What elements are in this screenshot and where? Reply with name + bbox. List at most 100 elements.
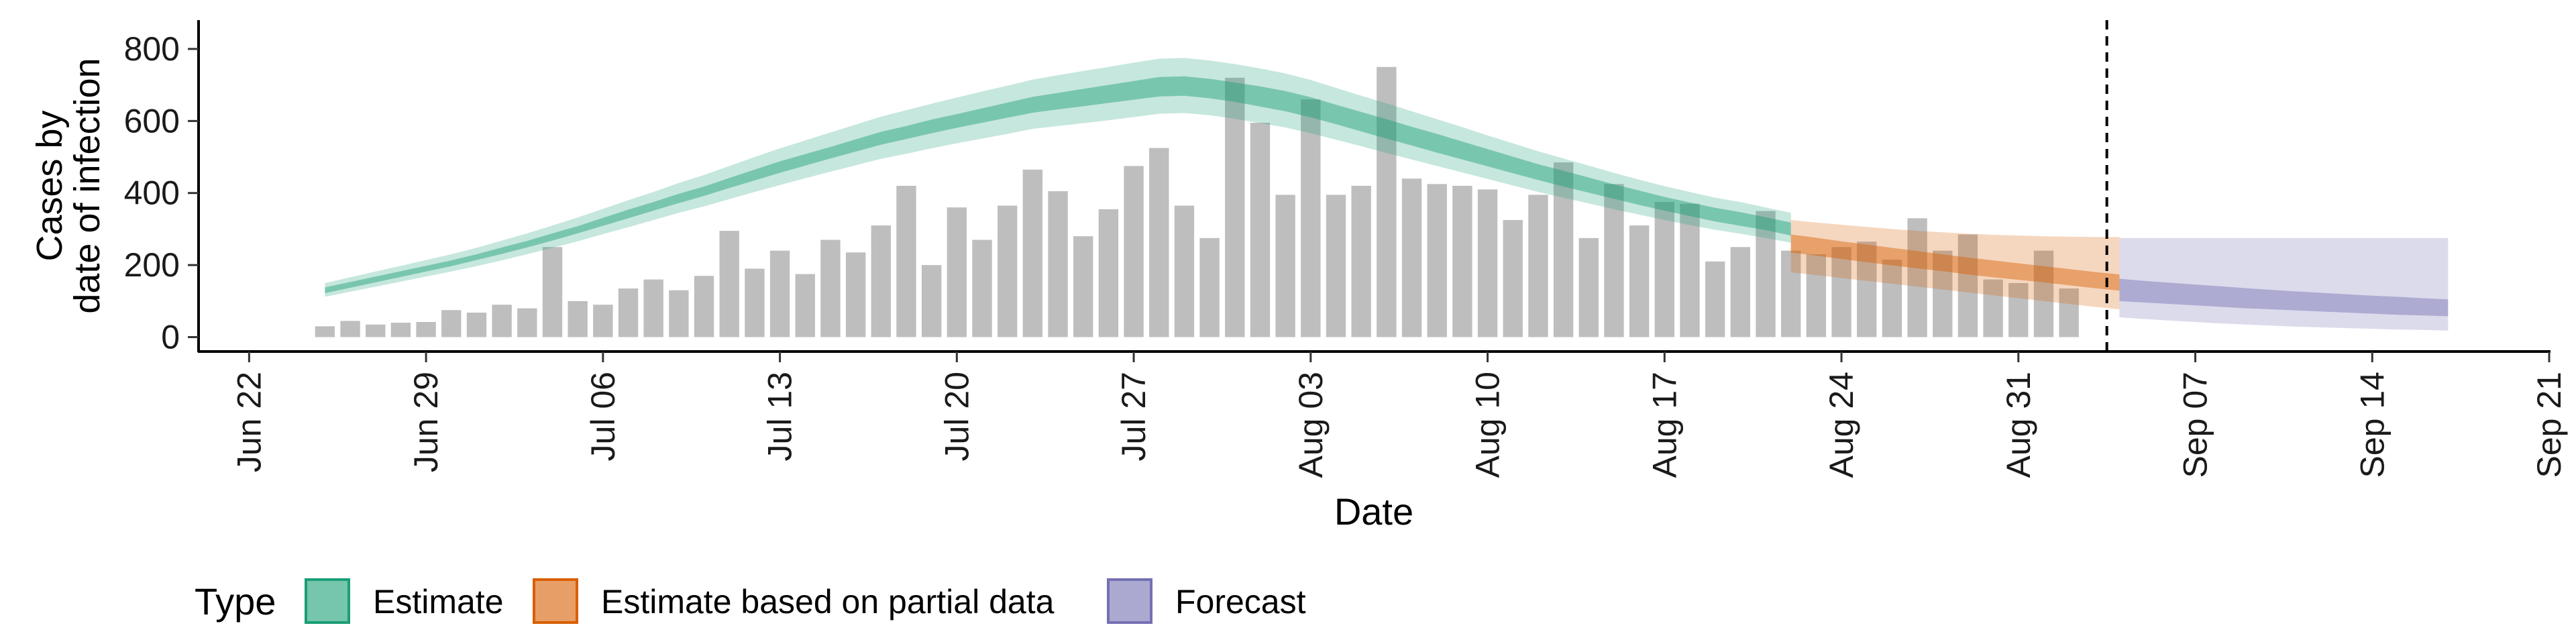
bar bbox=[492, 305, 512, 337]
x-tick-label: Sep 21 bbox=[2530, 372, 2568, 478]
bar bbox=[2059, 288, 2079, 337]
bar bbox=[1326, 195, 1346, 337]
bar bbox=[1048, 191, 1068, 337]
y-tick-label: 0 bbox=[161, 319, 180, 356]
bar bbox=[669, 290, 689, 337]
bar bbox=[1427, 184, 1447, 337]
legend: Type Estimate Estimate based on partial d… bbox=[195, 578, 1306, 624]
legend-label: Estimate bbox=[373, 583, 504, 621]
bar bbox=[1149, 148, 1169, 337]
bar bbox=[1578, 237, 1599, 337]
x-axis-title: Date bbox=[1334, 490, 1413, 533]
bar bbox=[1124, 166, 1144, 337]
bar bbox=[315, 326, 335, 337]
bar bbox=[390, 323, 411, 337]
x-tick-label: Jul 13 bbox=[761, 372, 799, 461]
bar bbox=[1730, 247, 1751, 337]
bar bbox=[745, 268, 765, 337]
partial-estimate-outer-band bbox=[1790, 220, 2120, 310]
bar bbox=[1351, 186, 1371, 337]
bar bbox=[719, 231, 739, 337]
partial-estimate-inner-band bbox=[1790, 234, 2120, 291]
x-tick-label: Aug 17 bbox=[1646, 372, 1683, 478]
bar bbox=[643, 279, 663, 337]
bar bbox=[1022, 169, 1043, 337]
bar bbox=[769, 250, 790, 337]
y-axis-title-line-2: date of infection bbox=[67, 58, 107, 313]
x-tick-label: Jun 22 bbox=[230, 372, 268, 472]
bands-layer bbox=[325, 58, 2449, 331]
bar bbox=[921, 265, 942, 337]
estimate-outer-band bbox=[325, 58, 1791, 297]
bar bbox=[1756, 211, 1776, 337]
y-tick-label: 200 bbox=[124, 246, 180, 284]
bar bbox=[416, 321, 436, 337]
x-tick-label: Aug 24 bbox=[1823, 372, 1860, 478]
bar bbox=[795, 274, 815, 337]
forecast-outer-band bbox=[2119, 237, 2449, 331]
bar bbox=[1477, 189, 1498, 337]
bar bbox=[1857, 241, 1877, 337]
x-tick-label: Sep 14 bbox=[2353, 372, 2391, 478]
bar bbox=[1882, 260, 1902, 337]
y-tick-label: 800 bbox=[124, 30, 180, 68]
y-axis-title-line-1: Cases by bbox=[30, 110, 70, 261]
x-tick-label: Jul 06 bbox=[584, 372, 622, 461]
bar bbox=[1225, 77, 1245, 337]
bar bbox=[1654, 202, 1674, 337]
bar bbox=[947, 207, 967, 337]
bar bbox=[997, 205, 1018, 337]
bar bbox=[366, 324, 386, 337]
legend-label: Estimate based on partial data bbox=[601, 583, 1055, 621]
bar bbox=[542, 247, 563, 337]
bars-layer bbox=[315, 66, 2079, 337]
bar bbox=[618, 288, 639, 337]
bar bbox=[1983, 279, 2003, 337]
bar bbox=[1806, 254, 1827, 337]
bar bbox=[1098, 209, 1119, 337]
bar bbox=[1680, 203, 1700, 337]
legend-title: Type bbox=[195, 580, 276, 623]
bar bbox=[1705, 261, 1725, 337]
bar bbox=[820, 239, 841, 337]
bar bbox=[466, 313, 487, 337]
bar bbox=[1250, 123, 1271, 337]
legend-key bbox=[533, 578, 578, 624]
legend-key bbox=[305, 578, 350, 624]
bar bbox=[1629, 225, 1650, 337]
x-tick-label: Aug 10 bbox=[1469, 372, 1507, 478]
bar bbox=[694, 276, 714, 337]
x-tick-label: Aug 03 bbox=[1292, 372, 1330, 478]
bar bbox=[1275, 195, 1295, 337]
bar bbox=[1957, 234, 1978, 337]
legend-label: Forecast bbox=[1175, 583, 1306, 621]
bar bbox=[1831, 247, 1851, 337]
x-tick-label: Jul 27 bbox=[1115, 372, 1152, 461]
bar bbox=[1528, 195, 1548, 337]
bar bbox=[1174, 205, 1195, 337]
axes-layer: 0 200 400 600 800 Jun 22 Jun 29 Jul 06 Jul 13 Jul… bbox=[124, 20, 2568, 478]
legend-key bbox=[1107, 578, 1152, 624]
y-tick-label: 600 bbox=[124, 102, 180, 140]
bar bbox=[568, 301, 588, 337]
y-tick-label: 400 bbox=[124, 174, 180, 212]
bar bbox=[2033, 250, 2054, 337]
bar bbox=[1933, 250, 1953, 337]
bar bbox=[845, 252, 866, 337]
bar bbox=[1780, 250, 1801, 337]
bar bbox=[1073, 236, 1093, 337]
bar bbox=[340, 321, 360, 337]
x-tick-label: Sep 07 bbox=[2177, 372, 2214, 478]
legend-items: Estimate Estimate based on partial data Fo… bbox=[305, 578, 1306, 624]
bar bbox=[896, 186, 916, 337]
x-tick-label: Jul 20 bbox=[938, 372, 975, 461]
x-tick-label: Aug 31 bbox=[2000, 372, 2037, 478]
bar bbox=[1604, 184, 1624, 337]
estimate-inner-band bbox=[325, 76, 1791, 294]
bar bbox=[441, 310, 462, 337]
bar bbox=[1377, 66, 1397, 337]
bar bbox=[972, 239, 992, 337]
forecast-inner-band bbox=[2119, 278, 2449, 317]
bar bbox=[1199, 237, 1220, 337]
